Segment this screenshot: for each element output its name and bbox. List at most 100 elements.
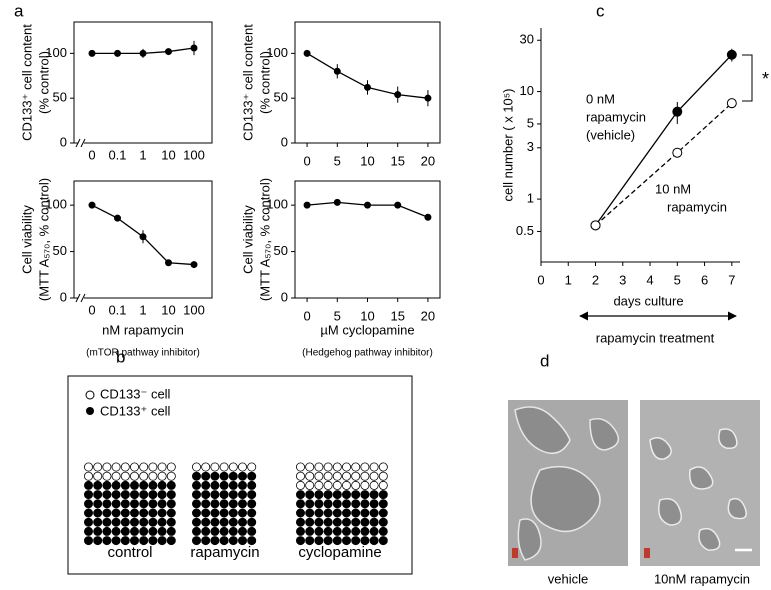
cd133-pos-cell [201,536,211,546]
cd133-pos-cell [314,490,324,500]
cd133-pos-cell [201,517,211,527]
x-tick-label: 6 [701,272,708,287]
cd133-pos-cell [157,499,167,509]
annotation: rapamycin [586,109,646,124]
y-tick-label: 0 [281,134,288,149]
y-tick-label: 100 [45,197,67,212]
data-point [364,201,371,209]
cd133-pos-cell [369,508,379,518]
cd133-pos-cell [228,508,238,518]
annotation: * [762,69,769,89]
y-axis-label: (MTT A₅₇₀, % control) [36,178,51,301]
cd133-pos-cell [148,480,158,490]
cd133-neg-cell [166,471,176,481]
y-tick-label: 50 [53,90,67,105]
cd133-pos-cell [148,499,158,509]
cd133-pos-cell [139,536,149,546]
x-tick-label: 0.1 [108,302,126,317]
data-point [672,106,683,117]
cd133-neg-cell [295,471,305,481]
cd133-pos-cell [191,499,201,509]
y-tick-label: 0.5 [516,223,534,238]
cd133-neg-cell [247,462,257,472]
cd133-pos-cell [111,517,121,527]
data-point [726,98,737,109]
cd133-pos-cell [228,480,238,490]
cd133-pos-cell [139,517,149,527]
x-tick-label: 20 [421,153,435,168]
x-axis-label: nM rapamycin [102,322,184,337]
cd133-pos-cell [378,536,388,546]
cd133-pos-cell [157,517,167,527]
cd133-pos-cell [360,526,370,536]
cd133-pos-cell [148,508,158,518]
cd133-neg-cell [341,480,351,490]
data-point [303,201,311,209]
cd133-neg-cell [295,462,305,472]
cd133-pos-cell [93,517,103,527]
cd133-pos-cell [102,517,112,527]
cd133-pos-cell [84,480,94,490]
cd133-pos-cell [369,490,379,500]
cd133-pos-cell [93,480,103,490]
cd133-pos-cell [369,517,379,527]
cd133-pos-cell [323,499,333,509]
diagram-frame [67,375,413,575]
x-tick-label: 100 [183,302,205,317]
cd133-pos-cell [341,508,351,518]
micrograph-caption: 10nM rapamycin [654,571,750,586]
plot-frame [294,21,441,144]
cd133-neg-cell [120,471,130,481]
cd133-neg-cell [332,471,342,481]
cd133-pos-cell [295,536,305,546]
cd133-neg-cell [323,471,333,481]
cd133-pos-cell [219,499,229,509]
cd133-pos-cell [191,508,201,518]
cd133-pos-cell [237,517,247,527]
cd133-pos-cell [129,480,139,490]
cd133-pos-cell [247,471,257,481]
cd133-neg-cell [378,480,388,490]
cd133-pos-cell [378,526,388,536]
panel-label: b [116,347,125,366]
cd133-pos-cell [84,526,94,536]
x-tick-label: 10 [161,302,175,317]
cd133-pos-cell [210,526,220,536]
cd133-neg-cell [314,462,324,472]
cd133-pos-cell [157,536,167,546]
cd133-pos-cell [314,526,324,536]
cd133-pos-cell [341,490,351,500]
cd133-neg-cell [93,471,103,481]
cd133-pos-cell [120,508,130,518]
data-point [726,49,737,60]
cd133-pos-cell [219,526,229,536]
legend-label: CD133⁺ cell [100,403,171,418]
cd133-pos-cell [102,499,112,509]
x-tick-label: 0 [303,308,310,323]
cd133-pos-cell [378,490,388,500]
cd133-pos-cell [120,490,130,500]
y-axis-label: cell number ( x 10⁵) [500,88,515,201]
cd133-pos-cell [305,517,315,527]
x-tick-label: 0 [88,302,95,317]
cd133-pos-cell [360,490,370,500]
group-label: control [107,544,152,561]
cd133-pos-cell [93,499,103,509]
data-point [364,83,371,91]
y-axis-label: CD133⁺ cell content [240,24,255,141]
x-axis-label: days culture [613,293,683,308]
cd133-pos-cell [332,499,342,509]
cd133-pos-cell [191,517,201,527]
x-tick-label: 0 [88,147,95,162]
cd133-pos-cell [201,480,211,490]
cd133-neg-cell [360,480,370,490]
cd133-pos-cell [314,517,324,527]
y-axis-label: Cell viability [240,205,255,274]
cd133-pos-cell [166,526,176,536]
cd133-pos-cell [84,508,94,518]
cd133-pos-cell [332,526,342,536]
cd133-pos-cell [295,508,305,518]
cd133-pos-cell [191,526,201,536]
cd133-pos-cell [148,536,158,546]
panel-label: d [540,351,549,370]
